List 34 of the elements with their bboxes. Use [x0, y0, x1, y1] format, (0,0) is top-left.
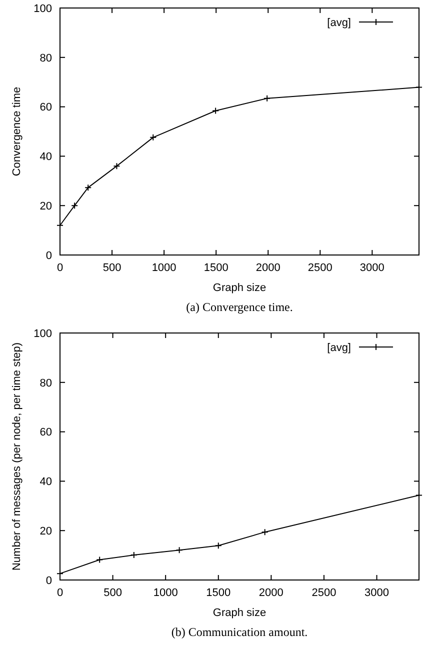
x-tick-label: 1500 [204, 262, 228, 274]
y-tick-label: 0 [46, 574, 52, 587]
legend-label: [avg] [327, 16, 351, 29]
y-tick-label: 80 [40, 377, 52, 390]
x-tick-label: 2500 [312, 587, 336, 599]
text: (b) Communication amount. [171, 625, 308, 639]
y-tick-label: 20 [40, 200, 52, 212]
legend-label: [avg] [327, 342, 351, 354]
x-tick-label: 3000 [364, 587, 390, 599]
y-tick-label: 40 [40, 476, 52, 488]
x-tick-label: 1000 [152, 262, 176, 274]
y-tick-label: 0 [46, 250, 52, 262]
x-tick-label: 500 [104, 587, 122, 599]
y-axis-title: Number of messages (per node, per time step) [11, 342, 23, 571]
y-tick-label: 100 [34, 2, 52, 15]
x-tick-label: 1000 [153, 587, 178, 599]
x-tick-label: 1500 [206, 587, 231, 599]
text: (a) Convergence time. [186, 300, 293, 314]
y-tick-label: 60 [40, 102, 52, 114]
x-tick-label: 2500 [308, 262, 332, 274]
x-axis-title: Graph size [212, 282, 266, 294]
x-tick-label: 2000 [256, 262, 280, 274]
x-tick-label: 0 [56, 587, 64, 599]
y-tick-label: 100 [34, 328, 52, 340]
x-tick-label: 500 [102, 262, 122, 274]
y-tick-label: 40 [40, 151, 52, 164]
y-tick-label: 20 [40, 525, 52, 538]
x-tick-label: 2000 [258, 587, 284, 599]
y-tick-label: 80 [40, 52, 52, 64]
x-axis-title: Graph size [212, 607, 266, 619]
x-tick-label: 3000 [360, 262, 384, 274]
x-tick-label: 0 [56, 262, 64, 274]
y-tick-label: 60 [40, 426, 52, 439]
y-axis-title: Convergence time [11, 86, 23, 176]
